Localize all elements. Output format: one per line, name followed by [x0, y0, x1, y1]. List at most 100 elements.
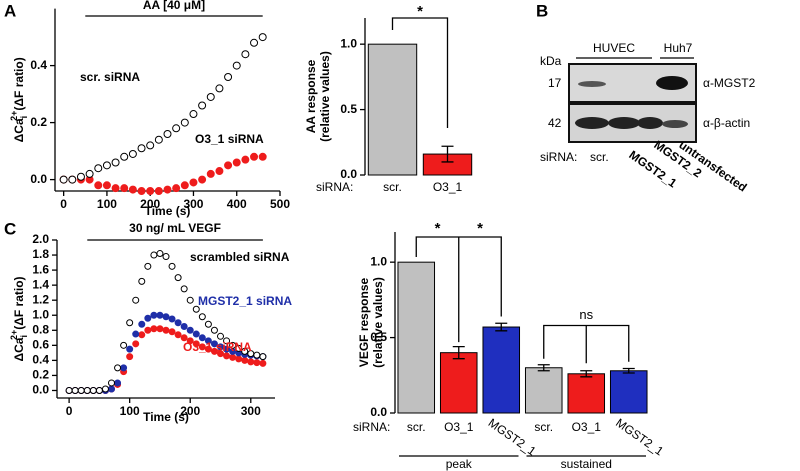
marker-label: 42: [548, 116, 562, 130]
data-point: [163, 130, 172, 138]
y-axis-label-part: (ΔF ratio): [12, 57, 26, 110]
data-point: [174, 274, 182, 282]
stimulus-label: 30 ng/ mL VEGF: [129, 221, 221, 235]
data-point: [156, 311, 164, 319]
panel-letter: A: [4, 1, 16, 20]
error-bar: [452, 345, 465, 360]
data-point: [198, 175, 207, 184]
data-point: [150, 311, 158, 319]
data-point: [168, 328, 176, 336]
series-label: MGST2_1 siRNA: [198, 294, 292, 308]
data-point: [232, 61, 241, 70]
y-tick-label: 0.0: [32, 383, 49, 397]
y-tick-label: 0.5: [340, 102, 357, 116]
y-axis-label-part: ΔCa: [12, 118, 26, 142]
y-axis-label-part: (ΔF ratio): [12, 276, 26, 329]
data-point: [172, 184, 181, 193]
data-point: [168, 262, 176, 270]
y-axis-label-part: 2+: [9, 111, 19, 121]
x-tick-label: O3_1: [572, 420, 602, 434]
data-point: [137, 187, 146, 195]
data-point: [94, 181, 103, 190]
x-tick-label: 500: [270, 197, 290, 211]
data-point: [128, 185, 137, 194]
data-point: [217, 343, 224, 351]
y-tick-label: 1.0: [370, 254, 387, 268]
data-point: [108, 385, 115, 393]
y-axis-label: VEGF response: [357, 278, 371, 368]
x-tick-label: O3_1: [433, 180, 463, 194]
row-label: siRNA:: [316, 180, 353, 194]
x-axis-label: Time (s): [143, 410, 189, 424]
data-point: [206, 169, 215, 178]
data-point: [114, 364, 122, 372]
data-point: [206, 92, 215, 101]
data-point: [163, 185, 172, 194]
significance-bracket: [543, 324, 630, 364]
data-point: [241, 155, 250, 164]
y-tick-label: 0.4: [30, 58, 47, 72]
data-point: [215, 167, 224, 176]
y-tick-label: 0.2: [32, 368, 49, 382]
row-label: siRNA:: [540, 150, 577, 164]
data-point: [180, 334, 188, 342]
y-tick-label: 1.8: [32, 247, 49, 261]
data-point: [144, 262, 152, 270]
y-tick-label: 0.8: [32, 322, 49, 336]
band: [608, 117, 640, 129]
data-point: [259, 359, 267, 367]
series-label: scr. siRNA: [80, 70, 140, 84]
significance-bracket: [391, 17, 449, 128]
data-point: [154, 187, 163, 195]
data-point: [198, 313, 206, 321]
data-point: [198, 101, 207, 110]
y-axis-label-part: ΔCa: [12, 337, 26, 361]
y-axis-label-part: i: [19, 116, 29, 119]
y-axis-label: ΔCai2+(ΔF ratio): [9, 276, 29, 361]
x-tick-label: 0: [66, 404, 73, 418]
data-point: [253, 359, 261, 367]
group-label: Huh7: [664, 41, 693, 55]
x-tick-label: MGST2_1: [613, 416, 666, 459]
y-tick-label: 1.4: [32, 277, 49, 291]
data-point: [114, 379, 122, 387]
data-point: [120, 364, 128, 372]
series-label: O3_1 siRNA: [195, 132, 264, 146]
data-point: [229, 341, 237, 349]
data-point: [180, 323, 188, 331]
y-axis-label: ΔCai2+(ΔF ratio): [9, 57, 29, 142]
y-axis-label: (relative values): [318, 51, 332, 142]
data-point: [217, 350, 224, 358]
data-point: [120, 152, 129, 161]
bar: [439, 352, 478, 414]
data-point: [235, 344, 243, 352]
data-point: [150, 251, 158, 259]
band: [637, 117, 663, 129]
stimulus-label: AA [40 μM]: [143, 0, 205, 12]
data-point: [144, 326, 152, 334]
bar: [567, 373, 606, 414]
data-point: [126, 319, 134, 327]
y-tick-label: 1.0: [340, 36, 357, 50]
data-point: [65, 386, 73, 394]
y-tick-label: 0.0: [370, 405, 387, 419]
row-label: siRNA:: [353, 420, 390, 434]
band: [656, 76, 688, 90]
data-point: [108, 379, 115, 387]
data-point: [224, 161, 233, 170]
bar: [609, 370, 648, 414]
x-tick-label: 400: [227, 197, 247, 211]
data-point: [229, 353, 237, 361]
data-point: [102, 161, 111, 170]
data-point: [210, 340, 218, 348]
series-label: O3_1 siRNA: [183, 340, 252, 354]
data-point: [138, 331, 146, 339]
bar: [482, 326, 521, 414]
data-point: [89, 386, 97, 394]
data-point: [235, 355, 243, 363]
data-point: [132, 296, 140, 304]
y-axis-label: AA response: [304, 59, 318, 133]
y-tick-label: 0.6: [32, 338, 49, 352]
bar: [367, 43, 418, 176]
